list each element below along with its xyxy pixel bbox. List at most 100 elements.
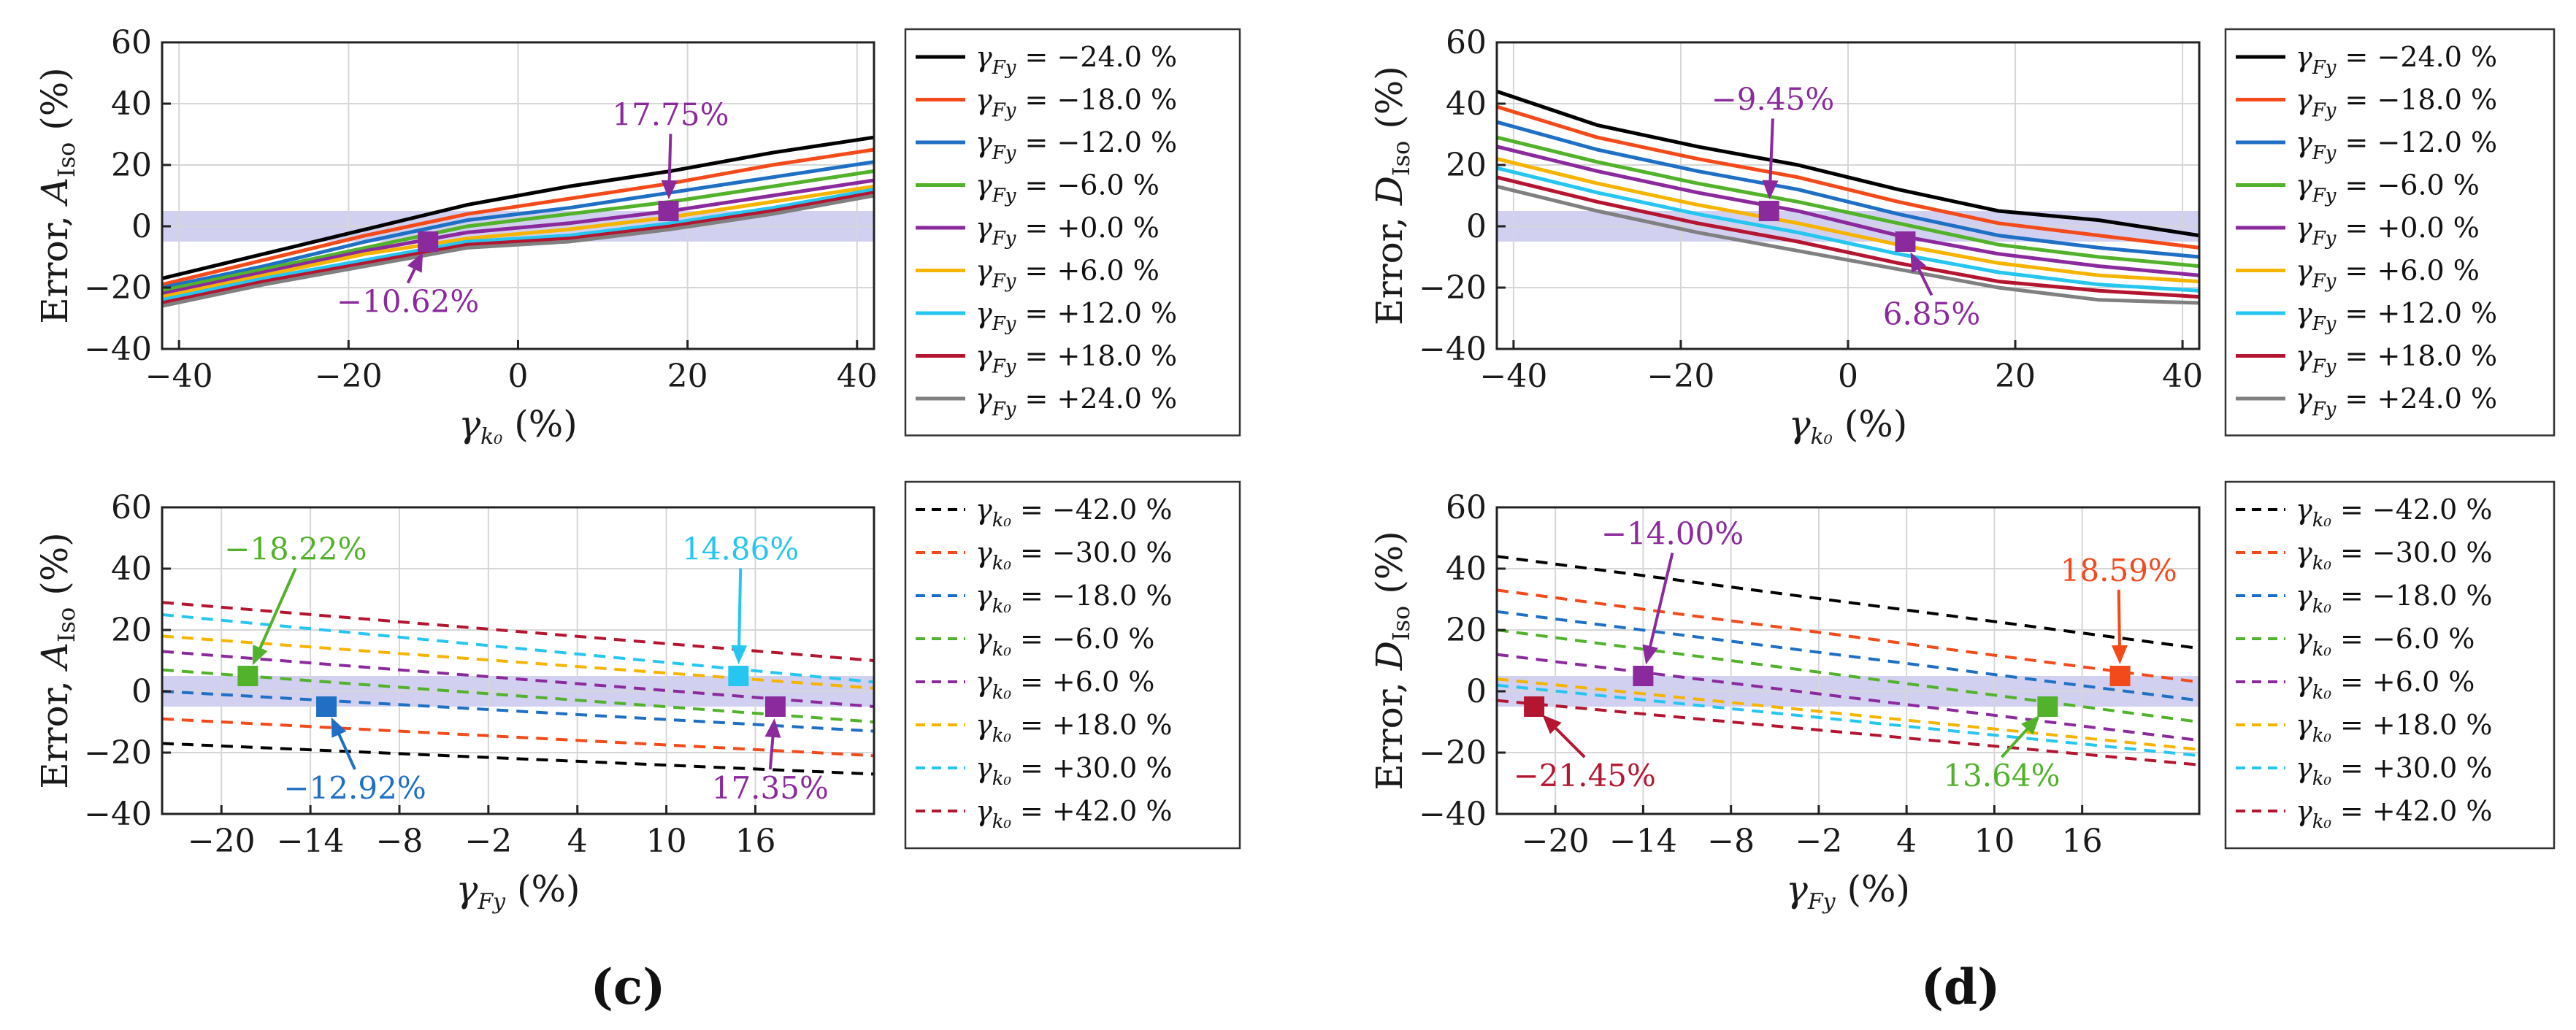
x-tick-label: 16 — [735, 823, 776, 860]
x-tick-label: 40 — [837, 358, 878, 395]
marker-square — [2109, 666, 2131, 686]
legend: γk₀ = −42.0 % γk₀ = −30.0 % γk₀ = −18.0 % γ… — [904, 480, 1241, 850]
marker-square — [1758, 201, 1779, 221]
series-line — [161, 717, 875, 758]
annotation-arrowhead — [1542, 715, 1562, 734]
legend-entry: γFy = −24.0 % — [2296, 41, 2497, 79]
chart-c-top: −40 −20 0 20 40 −40 −20 0 20 40 60 γk₀ (%) Error, AI… — [34, 24, 1241, 450]
x-tick-label: −14 — [277, 823, 345, 860]
legend-entry: γFy = −24.0 % — [975, 41, 1177, 79]
legend-entry: γk₀ = +18.0 % — [975, 709, 1173, 747]
legend-entry: γFy = −12.0 % — [2296, 126, 2497, 164]
legend-box — [904, 480, 1241, 850]
legend: γk₀ = −42.0 % γk₀ = −30.0 % γk₀ = −18.0 % γ… — [2224, 480, 2556, 850]
x-tick-label: 0 — [508, 358, 529, 395]
series-line — [1496, 184, 2200, 305]
y-tick-label: 20 — [1446, 147, 1487, 184]
legend-entry: γFy = −6.0 % — [975, 169, 1159, 207]
legend-entry: γk₀ = −6.0 % — [2296, 623, 2475, 661]
series-line — [1496, 175, 2200, 299]
y-tick-label: −20 — [1419, 734, 1487, 772]
legend-entry: γk₀ = +30.0 % — [2296, 752, 2493, 790]
legend: γFy = −24.0 % γFy = −18.0 % γFy = −12.0 % γ… — [904, 28, 1241, 437]
series-line — [161, 193, 875, 308]
y-tick-label: 60 — [111, 24, 152, 61]
series-line — [161, 601, 875, 662]
x-tick-label: 4 — [1896, 823, 1917, 860]
axes-box — [161, 506, 875, 815]
legend-entry: γFy = +24.0 % — [975, 383, 1177, 420]
legend-entry: γk₀ = +30.0 % — [975, 752, 1173, 790]
series-line — [1496, 135, 2200, 269]
legend-box — [2224, 480, 2556, 850]
annotation-arrowhead — [2020, 715, 2040, 735]
y-tick-label: 40 — [111, 85, 152, 123]
y-tick-label: 60 — [1446, 24, 1487, 61]
annotation-label: −9.45% — [1711, 81, 1835, 117]
annotation-label: 17.75% — [612, 96, 729, 132]
legend-entry: γFy = +12.0 % — [975, 297, 1177, 335]
x-axis-label: γk₀ (%) — [459, 403, 578, 450]
legend-entry: γk₀ = −18.0 % — [975, 580, 1173, 618]
legend-entry: γk₀ = +6.0 % — [975, 666, 1154, 704]
y-tick-label: 60 — [1446, 489, 1487, 526]
series-line — [161, 160, 875, 290]
y-tick-label: −40 — [84, 331, 152, 368]
panel-label-d: (d) — [1921, 958, 2001, 1015]
marker-square — [1633, 666, 1654, 686]
x-tick-label: 10 — [1974, 823, 2015, 860]
annotation-arrowhead — [1642, 644, 1658, 665]
annotation-label: 14.86% — [682, 531, 799, 566]
annotation-arrowhead — [1910, 252, 1926, 273]
marker-square — [237, 666, 258, 686]
x-tick-label: 10 — [646, 823, 687, 860]
legend-entry: γFy = −18.0 % — [975, 84, 1177, 122]
annotation-label: 18.59% — [2061, 553, 2177, 588]
legend-entry: γk₀ = +6.0 % — [2296, 666, 2475, 704]
legend-entry: γFy = +0.0 % — [2296, 212, 2480, 250]
panel-label-c: (c) — [591, 958, 666, 1015]
annotation-label: 17.35% — [712, 770, 829, 806]
y-axis-label: Error, DIso (%) — [1368, 531, 1415, 790]
series-line — [161, 169, 875, 293]
x-tick-label: −20 — [188, 823, 256, 860]
annotation-label: −18.22% — [224, 531, 367, 566]
annotation-arrow — [1768, 118, 1774, 188]
legend-entry: γk₀ = −6.0 % — [975, 623, 1154, 661]
x-tick-label: −2 — [464, 823, 512, 860]
legend-entry: γFy = +24.0 % — [2296, 383, 2497, 420]
legend-entry: γk₀ = −42.0 % — [2296, 493, 2493, 531]
series-line — [1496, 104, 2200, 250]
legend-entry: γk₀ = −30.0 % — [975, 537, 1173, 574]
legend-entry: γFy = +6.0 % — [975, 255, 1159, 293]
x-tick-label: −2 — [1795, 823, 1842, 860]
annotation-arrowhead — [2111, 645, 2128, 665]
y-tick-label: −40 — [84, 796, 152, 833]
y-tick-label: −20 — [1419, 269, 1487, 307]
x-tick-label: −8 — [1707, 823, 1755, 860]
legend-entry: γk₀ = −30.0 % — [2296, 537, 2493, 574]
annotation-arrow — [667, 134, 672, 188]
x-tick-label: 40 — [2162, 358, 2203, 395]
series-line — [161, 742, 875, 776]
legend-entry: γk₀ = +42.0 % — [975, 795, 1173, 833]
series-line — [1496, 145, 2200, 277]
x-tick-label: −20 — [1522, 823, 1590, 860]
series-line — [1496, 89, 2200, 238]
legend-entry: γk₀ = −18.0 % — [2296, 580, 2493, 618]
chart-d-bottom: −20 −14 −8 −2 4 10 16 −40 −20 0 20 40 60 γFy (%) Error… — [1368, 480, 2556, 915]
marker-square — [728, 666, 749, 686]
x-tick-label: 20 — [667, 358, 708, 395]
x-tick-label: 16 — [2062, 823, 2103, 860]
y-tick-label: 20 — [1446, 612, 1487, 649]
marker-square — [418, 231, 439, 252]
marker-square — [316, 696, 337, 717]
annotation-arrow — [2117, 589, 2122, 653]
legend-entry: γFy = +12.0 % — [2296, 297, 2497, 335]
y-tick-label: 0 — [131, 208, 152, 245]
series-line — [161, 178, 875, 296]
annotation-label: −12.92% — [283, 770, 426, 806]
legend-entry: γk₀ = +18.0 % — [2296, 709, 2493, 747]
x-tick-label: −40 — [145, 358, 213, 395]
x-tick-label: −8 — [376, 823, 423, 860]
